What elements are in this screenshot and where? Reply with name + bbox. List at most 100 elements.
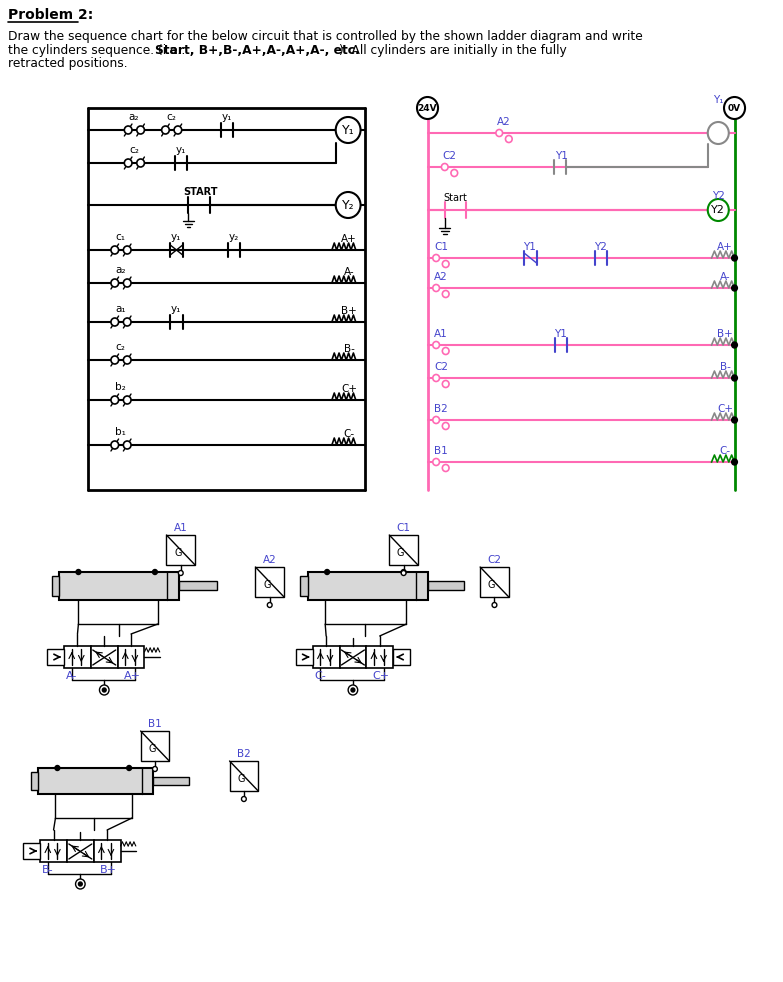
Text: c₂: c₂ [116, 342, 125, 352]
Circle shape [433, 459, 439, 465]
Text: Y₂: Y₂ [342, 198, 355, 211]
Circle shape [124, 126, 132, 134]
Circle shape [401, 570, 406, 574]
Text: the cylinders sequence. (i.e.:: the cylinders sequence. (i.e.: [8, 44, 189, 57]
Text: B+: B+ [717, 329, 733, 339]
Circle shape [442, 464, 449, 471]
Text: Start: Start [443, 193, 467, 203]
Circle shape [111, 396, 118, 404]
Text: C-: C- [720, 446, 731, 456]
Text: B-: B- [344, 344, 355, 354]
Circle shape [78, 882, 82, 886]
Bar [141, 731, 169, 761]
Bar [38, 768, 153, 794]
Text: c₂: c₂ [166, 112, 176, 122]
Text: A2: A2 [434, 272, 448, 282]
Circle shape [731, 342, 738, 348]
Circle shape [442, 422, 449, 429]
Circle shape [351, 688, 355, 692]
Text: Y₁: Y₁ [713, 95, 723, 105]
Circle shape [336, 192, 360, 218]
Text: ). All cylinders are initially in the fully: ). All cylinders are initially in the fu… [338, 44, 566, 57]
Text: a₂: a₂ [115, 265, 126, 275]
Text: a₂: a₂ [128, 112, 139, 122]
Circle shape [111, 356, 118, 364]
Circle shape [401, 571, 406, 575]
Text: c₁: c₁ [116, 232, 125, 242]
Text: Start, B+,B-,A+,A-,A+,A-, etc.: Start, B+,B-,A+,A-,A+,A-, etc. [155, 44, 359, 57]
Text: C2: C2 [434, 362, 448, 372]
Bar [31, 772, 38, 790]
Circle shape [336, 117, 360, 143]
Text: A2: A2 [497, 117, 511, 127]
Text: C1: C1 [397, 523, 410, 533]
Bar [94, 840, 121, 862]
Bar [312, 646, 340, 668]
Text: C-: C- [315, 671, 327, 681]
Circle shape [124, 246, 131, 254]
Circle shape [708, 199, 729, 221]
Text: y₂: y₂ [228, 232, 239, 242]
Circle shape [496, 130, 503, 136]
Text: C2: C2 [488, 555, 501, 565]
Text: 24V: 24V [417, 103, 438, 113]
Text: B-: B- [42, 865, 54, 875]
Bar [40, 840, 67, 862]
Circle shape [325, 570, 330, 574]
Text: B1: B1 [434, 446, 448, 456]
Text: C+: C+ [341, 384, 357, 394]
Circle shape [174, 126, 182, 134]
Text: Y1: Y1 [554, 329, 567, 339]
Circle shape [179, 571, 183, 575]
Text: Y₁: Y₁ [342, 124, 355, 136]
Bar [153, 777, 189, 785]
Text: a₁: a₁ [115, 304, 126, 314]
Circle shape [137, 159, 144, 167]
Circle shape [124, 318, 131, 326]
Text: C2: C2 [442, 151, 456, 161]
Circle shape [267, 603, 272, 608]
Circle shape [492, 603, 497, 608]
Text: b₂: b₂ [115, 382, 126, 392]
Text: Y2: Y2 [711, 205, 725, 215]
Circle shape [124, 279, 131, 287]
Text: A+: A+ [124, 671, 141, 681]
Text: G: G [263, 580, 271, 590]
Circle shape [417, 97, 438, 119]
Circle shape [442, 260, 449, 267]
Circle shape [124, 441, 131, 449]
Circle shape [451, 170, 457, 177]
Bar [23, 843, 40, 859]
Circle shape [442, 380, 449, 388]
Text: y₁: y₁ [171, 232, 181, 242]
Circle shape [137, 126, 144, 134]
Circle shape [433, 374, 439, 381]
Text: y₁: y₁ [175, 145, 186, 155]
Circle shape [241, 796, 247, 801]
Text: C-: C- [344, 429, 355, 439]
Text: y₁: y₁ [171, 304, 181, 314]
Circle shape [724, 97, 745, 119]
Circle shape [103, 688, 106, 692]
Circle shape [433, 285, 439, 292]
Bar [480, 567, 509, 597]
Circle shape [75, 879, 85, 889]
Bar [428, 581, 464, 590]
Text: c₂: c₂ [129, 145, 139, 155]
Text: C+: C+ [717, 404, 733, 414]
Circle shape [99, 685, 109, 695]
Circle shape [111, 441, 118, 449]
Text: B+: B+ [341, 306, 357, 316]
Bar [229, 761, 258, 791]
Bar [301, 576, 308, 596]
Circle shape [506, 136, 512, 142]
Text: Y1: Y1 [523, 242, 536, 252]
Text: A1: A1 [174, 523, 188, 533]
Text: G: G [237, 774, 245, 784]
Bar [52, 576, 60, 596]
Bar [167, 535, 195, 565]
Circle shape [731, 285, 738, 291]
Text: y₁: y₁ [222, 112, 232, 122]
Text: G: G [148, 744, 156, 754]
Circle shape [433, 416, 439, 423]
